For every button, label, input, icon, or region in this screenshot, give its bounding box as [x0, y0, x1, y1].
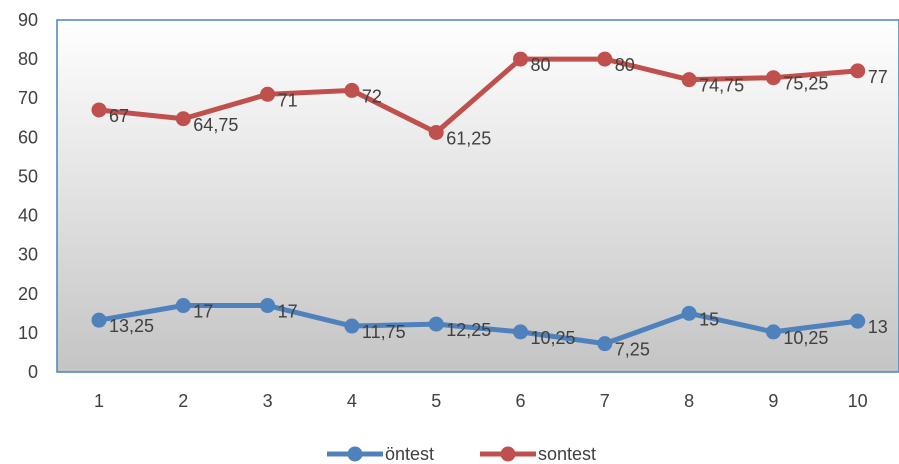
data-point [597, 51, 613, 67]
y-tick-label: 50 [18, 166, 38, 186]
x-tick-label: 1 [94, 391, 104, 411]
data-label: 71 [278, 90, 298, 110]
x-tick-label: 3 [263, 391, 273, 411]
data-label: 67 [109, 106, 129, 126]
data-label: 72 [362, 86, 382, 106]
data-point [850, 313, 866, 329]
y-tick-label: 40 [18, 206, 38, 226]
y-tick-label: 70 [18, 88, 38, 108]
x-axis: 1 2 3 4 5 6 7 8 9 10 [94, 391, 868, 411]
data-label: 17 [278, 302, 298, 322]
data-label: 13 [868, 317, 888, 337]
legend-marker [500, 446, 516, 462]
data-label: 13,25 [109, 316, 154, 336]
data-label: 12,25 [446, 320, 491, 340]
series-line [96, 303, 861, 347]
legend-item: öntest [327, 444, 434, 464]
data-label: 17 [193, 302, 213, 322]
legend-item: sontest [480, 444, 596, 464]
legend-label: sontest [538, 444, 596, 464]
y-tick-label: 10 [18, 323, 38, 343]
y-tick-label: 0 [28, 362, 38, 382]
x-tick-label: 9 [768, 391, 778, 411]
data-label: 74,75 [699, 76, 744, 96]
data-point [850, 63, 866, 79]
data-point [765, 70, 781, 86]
data-label: 10,25 [531, 328, 576, 348]
y-tick-label: 90 [18, 10, 38, 30]
data-point [175, 298, 191, 314]
data-label: 7,25 [615, 340, 650, 360]
data-label: 80 [531, 55, 551, 75]
y-tick-label: 30 [18, 245, 38, 265]
y-axis: 0 10 20 30 40 50 60 70 80 90 [18, 10, 38, 382]
data-label: 80 [615, 55, 635, 75]
data-point [260, 298, 276, 314]
data-label: 10,25 [783, 328, 828, 348]
series-1: 13,25 17 17 11,75 12,25 10,25 7,25 15 10,25 13 [91, 298, 888, 360]
data-label: 11,75 [362, 322, 406, 342]
y-tick-label: 20 [18, 284, 38, 304]
x-tick-label: 6 [515, 391, 525, 411]
x-tick-label: 4 [347, 391, 357, 411]
data-point [428, 124, 444, 140]
data-point [260, 86, 276, 102]
data-point [513, 51, 528, 67]
legend-marker [347, 446, 363, 462]
data-point [344, 82, 360, 98]
data-point [597, 336, 613, 352]
x-tick-label: 2 [178, 391, 188, 411]
x-tick-label: 10 [848, 391, 868, 411]
data-label: 15 [699, 309, 719, 329]
data-point [765, 324, 781, 340]
data-point [681, 72, 697, 88]
data-label: 61,25 [446, 128, 491, 148]
x-tick-label: 8 [684, 391, 694, 411]
y-tick-label: 60 [18, 127, 38, 147]
series-line [96, 56, 861, 135]
y-tick-label: 80 [18, 49, 38, 69]
data-point [91, 312, 107, 328]
data-point [513, 324, 528, 340]
data-label: 64,75 [193, 115, 238, 135]
data-label: 75,25 [783, 74, 828, 94]
data-point [91, 102, 107, 118]
data-point [428, 316, 444, 332]
x-tick-label: 7 [600, 391, 610, 411]
data-point [175, 111, 191, 127]
legend-label: öntest [385, 444, 434, 464]
data-label: 77 [868, 67, 888, 87]
data-point [344, 318, 360, 334]
data-point [681, 305, 697, 321]
series-2: 67 64,75 71 72 61,25 80 80 74,75 75,25 77 [91, 51, 888, 148]
x-tick-label: 5 [431, 391, 441, 411]
legend: öntest sontest [327, 444, 596, 464]
